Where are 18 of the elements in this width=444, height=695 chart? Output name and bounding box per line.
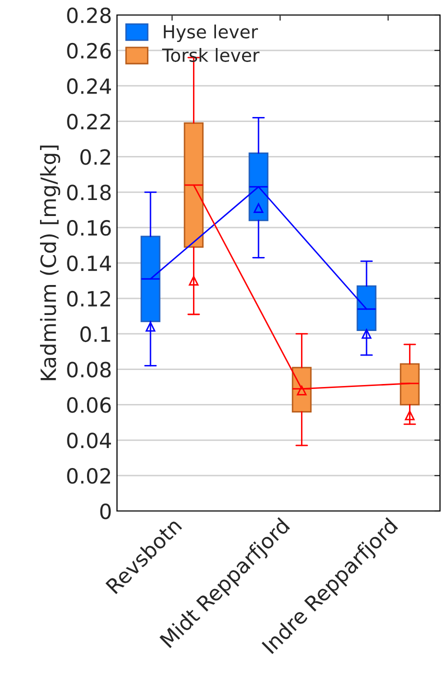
- y-tick-label: 0.22: [67, 114, 110, 130]
- y-tick-label: 0: [100, 503, 111, 520]
- y-tick-label: 0.14: [67, 255, 111, 272]
- y-tick-label: 0.16: [67, 220, 111, 236]
- y-tick-label: 0.18: [67, 184, 111, 200]
- y-tick-label: 0.06: [67, 397, 111, 413]
- y-tick-label: 0.26: [67, 42, 111, 59]
- y-tick-label: 0.2: [80, 149, 110, 165]
- y-tick-label: 0.02: [67, 468, 110, 484]
- legend-label: Torsk lever: [162, 48, 260, 62]
- y-tick-label: 0.08: [67, 362, 111, 378]
- y-tick-label: 0.04: [67, 432, 111, 448]
- legend-label: Hyse lever: [164, 24, 258, 42]
- y-tick-label: 0.1: [80, 326, 110, 342]
- y-tick-label: 0.24: [67, 78, 111, 94]
- y-axis-title: Kadmium (Cd) [mg/kg]: [40, 146, 60, 380]
- y-tick-label: 0.28: [67, 7, 111, 24]
- y-tick-label: 0.12: [67, 290, 110, 307]
